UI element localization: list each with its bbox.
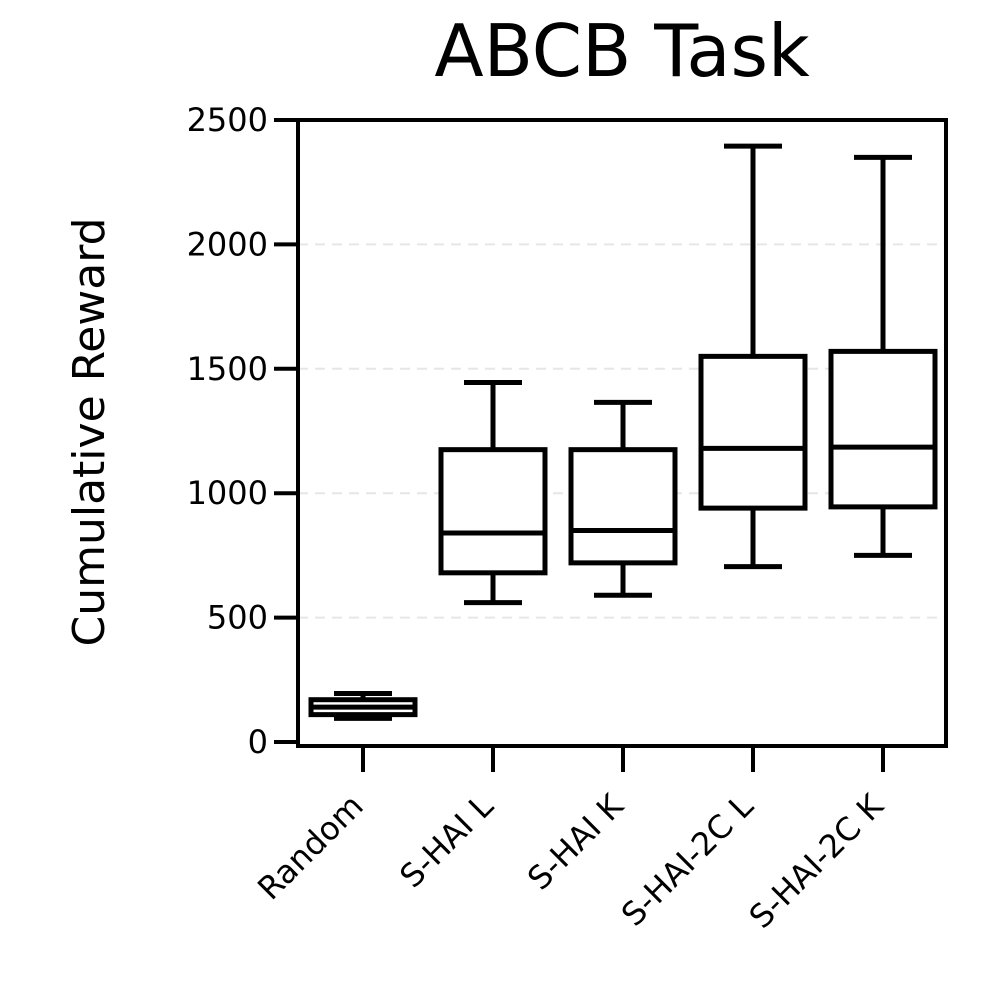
chart-title: ABCB Task — [434, 9, 810, 93]
box-s-hai-k — [568, 399, 678, 598]
box-s-hai-l — [438, 379, 548, 606]
box-s-hai-2c-k — [828, 154, 938, 558]
x-tick-label-random: Random — [250, 787, 371, 908]
y-tick-label-1500: 1500 — [187, 350, 268, 388]
y-axis-ticks: 0 500 1000 1500 2000 2500 — [187, 101, 298, 761]
box-s-hai-2c-l — [698, 143, 808, 570]
y-tick-label-2000: 2000 — [187, 225, 268, 263]
box-series — [308, 143, 938, 721]
x-tick-label-s-hai-2c-k: S-HAI-2C K — [742, 786, 892, 936]
iqr-box-s-hai-k — [568, 447, 678, 566]
x-tick-label-s-hai-2c-l: S-HAI-2C L — [614, 787, 761, 934]
y-axis-label: Cumulative Reward — [64, 218, 115, 647]
iqr-box-s-hai-2c-l — [698, 353, 808, 511]
x-axis-ticks: Random S-HAI L S-HAI KS-HAI-2C LS-HAI-2C K — [250, 746, 891, 936]
y-tick-label-2500: 2500 — [187, 101, 268, 139]
x-tick-label-s-hai-k: S-HAI K — [520, 786, 631, 897]
box-random — [308, 690, 418, 721]
x-tick-label-s-hai-l: S-HAI L — [392, 787, 500, 895]
y-tick-label-1000: 1000 — [187, 474, 268, 512]
iqr-box-s-hai-2c-k — [828, 348, 938, 510]
y-tick-label-500: 500 — [207, 599, 268, 637]
y-tick-label-0: 0 — [248, 723, 268, 761]
iqr-box-s-hai-l — [438, 447, 548, 576]
